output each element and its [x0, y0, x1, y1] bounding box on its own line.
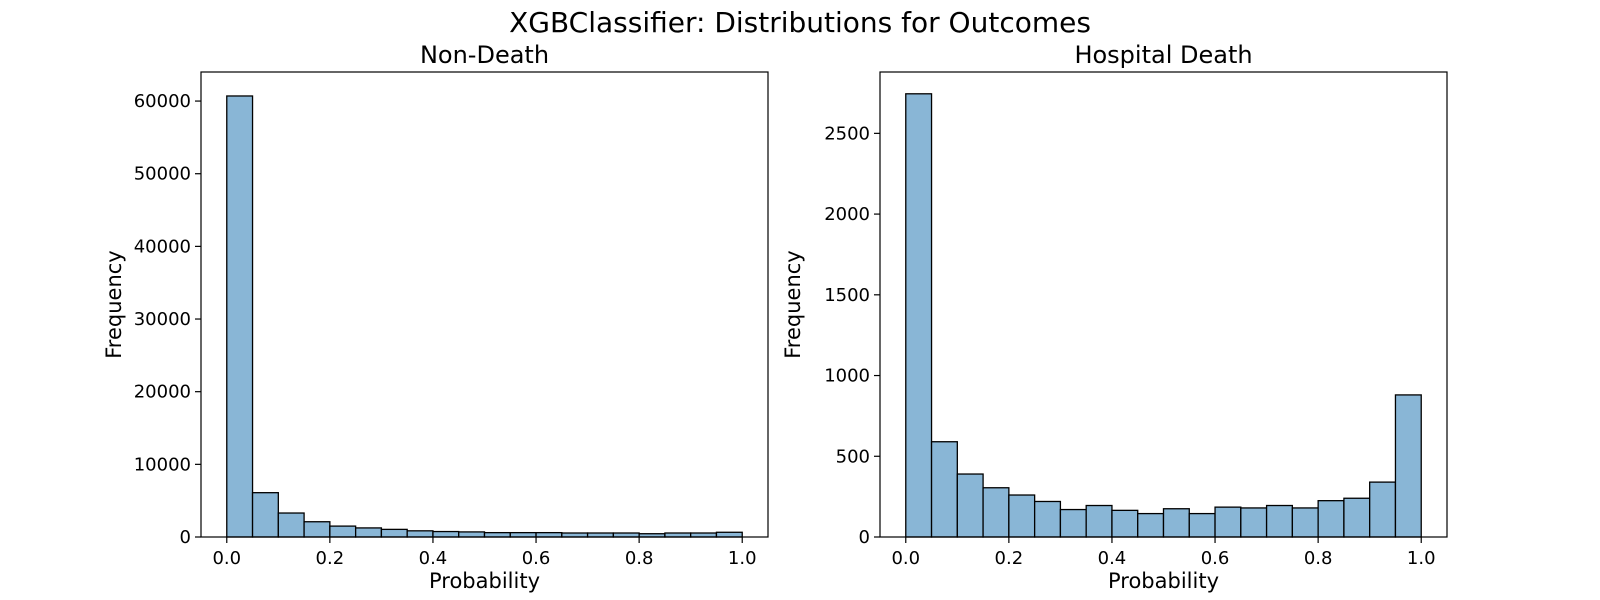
non-death-bar	[277, 512, 305, 538]
non-death-bar	[354, 527, 383, 538]
hospital-death-y-axis-label: Frequency	[781, 250, 805, 359]
non-death-x-tick-label: 0.2	[316, 548, 345, 569]
hospital-death-x-tick-label: 0.0	[891, 548, 920, 569]
histogram-panel-non-death: 0.0 0.2 0.4 0.6 0.8 1.0 0 10000 20000 30000 40000 5…	[102, 41, 769, 593]
hospital-death-bar	[1214, 506, 1242, 538]
hospital-death-y-tick-label: 500	[836, 446, 870, 467]
non-death-y-tick-label: 0	[180, 527, 191, 548]
non-death-x-tick-label: 0.6	[522, 548, 551, 569]
hospital-death-bar	[930, 441, 958, 538]
non-death-panel-title: Non-Death	[420, 41, 549, 69]
hospital-death-bar	[1111, 509, 1139, 538]
hospital-death-x-tick-label: 0.8	[1304, 548, 1333, 569]
non-death-bar	[303, 521, 331, 538]
non-death-bar	[715, 531, 743, 538]
hospital-death-bar	[1033, 500, 1062, 538]
hospital-death-x-tick-label: 0.4	[1098, 548, 1127, 569]
non-death-bar	[251, 492, 279, 538]
hospital-death-y-tick-label: 0	[859, 527, 870, 548]
non-death-bar	[509, 531, 537, 538]
non-death-axes-frame	[200, 71, 769, 538]
non-death-y-tick-label: 30000	[134, 309, 191, 330]
hospital-death-y-tick-label: 2500	[824, 123, 870, 144]
non-death-y-tick-label: 10000	[134, 454, 191, 475]
hospital-death-x-tick-label: 0.2	[995, 548, 1024, 569]
non-death-bar	[535, 531, 563, 538]
hospital-death-y-tick-label: 1500	[824, 285, 870, 306]
hospital-death-panel-title: Hospital Death	[1074, 41, 1252, 69]
hospital-death-bar	[1369, 481, 1397, 538]
hospital-death-x-axis-label: Probability	[1108, 569, 1219, 593]
hospital-death-bar	[1137, 512, 1165, 538]
histogram-panel-hospital-death: 0.0 0.2 0.4 0.6 0.8 1.0 0 500 1000 1500 2000 2500 Ho…	[781, 41, 1448, 593]
hospital-death-axes-frame	[879, 71, 1448, 538]
hospital-death-bar	[1162, 508, 1190, 538]
non-death-bar	[380, 528, 408, 538]
non-death-y-tick-label: 20000	[134, 382, 191, 403]
hospital-death-y-tick-label: 2000	[824, 204, 870, 225]
hospital-death-bar	[1317, 500, 1345, 538]
hospital-death-bar	[1394, 394, 1422, 538]
hospital-death-bar	[1059, 508, 1087, 538]
non-death-y-tick-label: 40000	[134, 236, 191, 257]
non-death-bar	[329, 525, 357, 538]
hospital-death-x-tick-label: 0.6	[1201, 548, 1230, 569]
hospital-death-bar	[1085, 504, 1113, 538]
non-death-bar	[483, 531, 511, 538]
hospital-death-bar	[1240, 507, 1268, 538]
non-death-x-tick-label: 1.0	[728, 548, 757, 569]
non-death-y-tick-label: 60000	[134, 91, 191, 112]
hospital-death-bar	[1008, 494, 1036, 538]
hospital-death-bar	[1291, 507, 1319, 538]
hospital-death-x-tick-label: 1.0	[1407, 548, 1436, 569]
non-death-bar	[406, 530, 434, 538]
non-death-y-axis-label: Frequency	[102, 250, 126, 359]
hospital-death-bar	[1265, 504, 1294, 538]
non-death-bar	[458, 531, 486, 538]
hospital-death-bar	[1343, 497, 1371, 538]
hospital-death-bar	[905, 93, 933, 538]
non-death-x-axis-label: Probability	[429, 569, 540, 593]
hospital-death-y-tick-label: 1000	[824, 366, 870, 387]
non-death-bar	[432, 530, 460, 538]
non-death-x-tick-label: 0.8	[625, 548, 654, 569]
hospital-death-bar	[982, 487, 1010, 538]
non-death-y-tick-label: 50000	[134, 164, 191, 185]
non-death-x-tick-label: 0.0	[212, 548, 241, 569]
non-death-x-tick-label: 0.4	[419, 548, 448, 569]
figure-title: XGBClassifier: Distributions for Outcome…	[509, 6, 1091, 39]
hospital-death-bar	[1188, 512, 1216, 538]
non-death-bar	[226, 95, 254, 538]
hospital-death-bar	[956, 473, 984, 538]
